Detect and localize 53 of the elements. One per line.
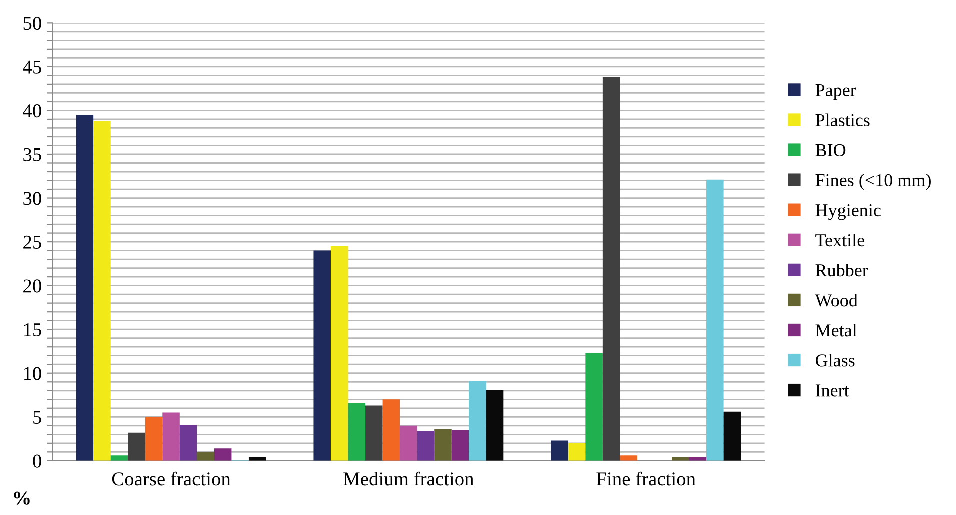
bar (400, 426, 418, 461)
bar (706, 180, 724, 461)
y-tick-label: 5 (34, 411, 42, 424)
bar (94, 121, 111, 461)
y-tick-label: 20 (24, 280, 42, 293)
bar (551, 440, 568, 461)
x-tick-label: Medium fraction (344, 472, 474, 486)
legend-label: Inert (816, 384, 850, 397)
bar (568, 443, 586, 461)
legend-label: Rubber (816, 264, 868, 277)
bar (586, 353, 603, 461)
bar (180, 425, 198, 461)
y-tick-label: 10 (24, 367, 42, 380)
legend-label: Fines (<10 mm) (816, 174, 931, 190)
y-tick-label: 15 (24, 324, 42, 337)
legend-label: Hygienic (816, 204, 881, 220)
y-tick-label: 35 (24, 148, 42, 162)
y-tick-label: 40 (23, 104, 42, 118)
y-tick-label: 0 (33, 454, 42, 468)
bar (330, 246, 348, 461)
x-tick-label: Fine fraction (596, 472, 696, 486)
legend-label: Textile (816, 234, 864, 247)
bar (417, 431, 435, 461)
bar (197, 452, 214, 461)
bar (469, 381, 486, 461)
legend-label: Plastics (816, 114, 870, 126)
bar (110, 456, 128, 461)
legend-label: Wood (815, 294, 858, 307)
bar (214, 448, 232, 461)
bar (76, 115, 94, 461)
y-tick-label: 45 (23, 60, 42, 74)
legend-label: Paper (816, 84, 856, 100)
bar (434, 429, 452, 461)
bar (724, 412, 742, 461)
bar (602, 77, 620, 461)
bar (452, 430, 470, 461)
bar (348, 403, 366, 461)
x-tick-label: Coarse fraction (112, 472, 231, 486)
bar (382, 400, 400, 461)
bar (314, 250, 331, 461)
bar (366, 406, 383, 461)
bar (128, 432, 146, 461)
y-axis-title: % (14, 492, 30, 505)
legend-label: Glass (816, 354, 855, 367)
bar (162, 412, 180, 461)
legend-label: BIO (816, 144, 846, 157)
y-tick-label: 50 (24, 16, 42, 30)
bar (620, 456, 638, 461)
bar (145, 417, 163, 461)
bar (486, 390, 504, 461)
legend-label: Metal (816, 324, 858, 337)
y-tick-label: 25 (24, 236, 42, 249)
y-tick-label: 30 (24, 192, 42, 206)
